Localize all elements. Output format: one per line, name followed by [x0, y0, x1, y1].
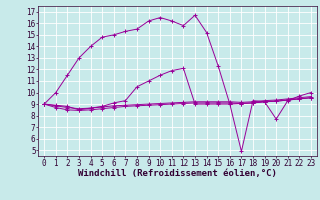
X-axis label: Windchill (Refroidissement éolien,°C): Windchill (Refroidissement éolien,°C)	[78, 169, 277, 178]
